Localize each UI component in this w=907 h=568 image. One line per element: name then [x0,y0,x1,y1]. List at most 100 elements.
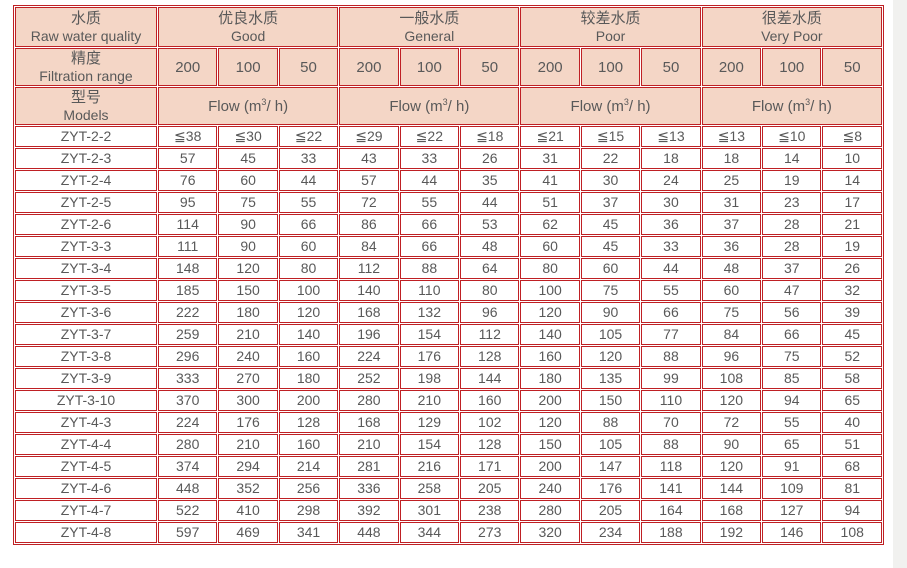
flow-unit-header: Flow (m3/ h) [339,87,520,125]
flow-value-cell: 140 [278,324,339,345]
flow-value-cell: 128 [460,346,520,367]
filtration-value-cell: 100 [580,48,641,86]
flow-value-cell: 336 [339,478,399,499]
flow-value-cell: 75 [701,302,762,323]
flow-value-cell: ≦22 [278,126,339,147]
flow-value-cell: 100 [278,280,339,301]
table-row: ZYT-2-6 114 90 66 86 66 53 62 45 36 37 28 21 [15,214,882,235]
flow-value-cell: ≦30 [218,126,278,147]
flow-value-cell: 44 [460,192,520,213]
flow-value-cell: 44 [278,170,339,191]
flow-value-cell: 370 [158,390,218,411]
flow-value-cell: 80 [520,258,580,279]
flow-value-cell: 84 [701,324,762,345]
table-row: ZYT-2-2 ≦38 ≦30 ≦22 ≦29 ≦22 ≦18 ≦21 ≦15 ≦13 ≦13 ≦10… [15,126,882,147]
flow-value-cell: ≦15 [580,126,641,147]
flow-value-cell: 192 [701,522,762,543]
flow-value-cell: 90 [218,214,278,235]
flow-value-cell: 88 [580,412,641,433]
flow-value-cell: 48 [460,236,520,257]
model-cell: ZYT-3-8 [15,346,157,367]
flow-value-cell: 240 [218,346,278,367]
group-header-good-zh: 优良水质 [218,10,279,27]
flow-value-cell: 352 [218,478,278,499]
flow-value-cell: 96 [460,302,520,323]
flow-value-cell: 33 [399,148,460,169]
flow-value-cell: 32 [822,280,882,301]
model-cell: ZYT-4-6 [15,478,157,499]
flow-value-cell: 94 [822,500,882,521]
flow-value-cell: 270 [218,368,278,389]
flow-value-cell: 60 [278,236,339,257]
flow-value-cell: 95 [158,192,218,213]
flow-unit-header: Flow (m3/ h) [158,87,339,125]
flow-value-cell: 81 [822,478,882,499]
flow-value-cell: 37 [701,214,762,235]
flow-value-cell: 100 [520,280,580,301]
flow-value-cell: 120 [580,346,641,367]
flow-value-cell: 448 [339,522,399,543]
superscript-3: 3 [261,96,267,107]
flow-value-cell: 37 [580,192,641,213]
table-row: ZYT-3-9 333 270 180 252 198 144 180 135 99 108 85 58 [15,368,882,389]
flow-value-cell: 90 [580,302,641,323]
flow-value-cell: 44 [399,170,460,191]
flow-value-cell: 65 [762,434,822,455]
corner-models-en: Models [63,107,109,123]
flow-value-cell: 75 [218,192,278,213]
flow-value-cell: 296 [158,346,218,367]
model-cell: ZYT-2-2 [15,126,157,147]
flow-value-cell: ≦29 [339,126,399,147]
filtration-value-cell: 200 [339,48,399,86]
flow-value-cell: 80 [460,280,520,301]
flow-value-cell: 26 [822,258,882,279]
flow-value-cell: 238 [460,500,520,521]
flow-value-cell: 448 [158,478,218,499]
header-row-water-quality: 水质 Raw water quality 优良水质 Good 一般水质 Gene… [15,7,882,47]
flow-value-cell: 597 [158,522,218,543]
flow-value-cell: 224 [339,346,399,367]
group-header-good: 优良水质 Good [158,7,339,47]
flow-value-cell: 90 [701,434,762,455]
flow-value-cell: 210 [218,324,278,345]
corner-models: 型号 Models [15,87,157,125]
flow-value-cell: 37 [762,258,822,279]
flow-value-cell: 259 [158,324,218,345]
corner-filtration-range-zh: 精度 [70,50,101,67]
flow-value-cell: 99 [641,368,701,389]
flow-value-cell: 171 [460,456,520,477]
flow-value-cell: 112 [460,324,520,345]
flow-value-cell: 176 [399,346,460,367]
flow-unit-header: Flow (m3/ h) [520,87,701,125]
flow-value-cell: 392 [339,500,399,521]
model-cell: ZYT-4-5 [15,456,157,477]
flow-value-cell: 205 [460,478,520,499]
flow-value-cell: 86 [339,214,399,235]
table-row: ZYT-4-6 448 352 256 336 258 205 240 176 141 144 109… [15,478,882,499]
model-cell: ZYT-2-4 [15,170,157,191]
flow-value-cell: ≦38 [158,126,218,147]
flow-value-cell: ≦13 [641,126,701,147]
flow-value-cell: 234 [580,522,641,543]
flow-value-cell: 120 [701,390,762,411]
flow-value-cell: 10 [822,148,882,169]
flow-value-cell: 168 [339,302,399,323]
flow-value-cell: 88 [399,258,460,279]
table-row: ZYT-3-6 222 180 120 168 132 96 120 90 66 75 56 39 [15,302,882,323]
flow-value-cell: 273 [460,522,520,543]
flow-value-cell: 88 [641,346,701,367]
flow-value-cell: 341 [278,522,339,543]
flow-value-cell: 18 [701,148,762,169]
flow-value-cell: 298 [278,500,339,521]
flow-value-cell: 48 [701,258,762,279]
table-body: ZYT-2-2 ≦38 ≦30 ≦22 ≦29 ≦22 ≦18 ≦21 ≦15 ≦13 ≦13 ≦10… [15,126,882,543]
flow-value-cell: 140 [520,324,580,345]
flow-value-cell: 60 [218,170,278,191]
flow-value-cell: 35 [460,170,520,191]
flow-value-cell: 60 [580,258,641,279]
flow-value-cell: 72 [701,412,762,433]
flow-value-cell: 33 [278,148,339,169]
header-row-filtration: 精度 Filtration range 200 100 50 200 100 5… [15,48,882,86]
flow-value-cell: 160 [278,434,339,455]
flow-value-cell: ≦21 [520,126,580,147]
